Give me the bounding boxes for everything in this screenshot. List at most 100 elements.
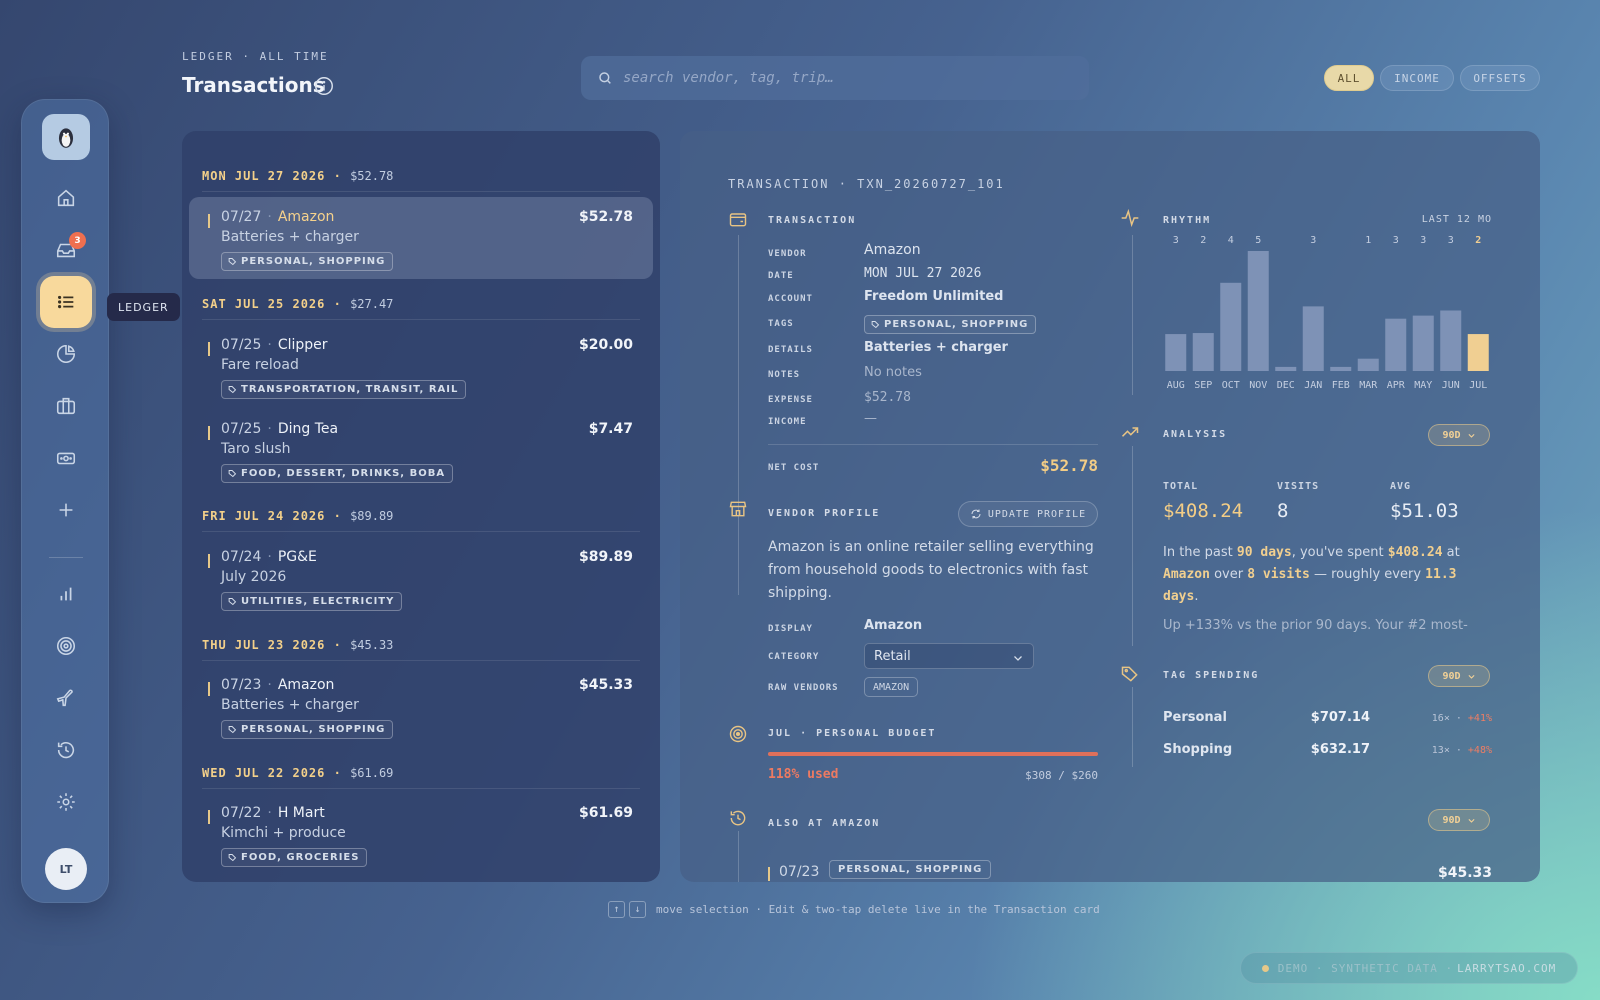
account-value[interactable]: Freedom Unlimited	[864, 289, 1004, 304]
field-label: TAGS	[768, 319, 794, 329]
row-marker	[768, 867, 770, 881]
bar-aug	[1165, 334, 1187, 371]
bar-nov	[1247, 251, 1269, 371]
txn-tags: FOOD, GROCERIES	[221, 848, 368, 867]
penguin-logo-icon[interactable]	[42, 114, 90, 160]
x-tick-label: MAY	[1414, 380, 1432, 391]
tag-spending-range-dropdown[interactable]: 90D	[1428, 665, 1490, 687]
info-icon[interactable]	[313, 75, 335, 97]
target-icon	[728, 724, 748, 744]
txn-description: Taro slush	[221, 441, 291, 457]
transaction-list: MON JUL 27 2026 · $52.78 07/27 · Amazon $5…	[182, 131, 660, 882]
filter-all[interactable]: ALL	[1324, 65, 1374, 91]
also-date: 07/23	[779, 864, 820, 880]
x-tick-label: AUG	[1167, 380, 1185, 391]
day-header: WED JUL 22 2026 · $61.69	[202, 766, 640, 789]
date-value[interactable]: MON JUL 27 2026	[864, 266, 982, 281]
net-cost-label: NET COST	[768, 463, 820, 473]
details-value[interactable]: Batteries + charger	[864, 340, 1008, 355]
bar-sep	[1192, 333, 1214, 371]
timeline-line	[1132, 235, 1133, 395]
transaction-row-selected[interactable]: 07/27 · Amazon $52.78 Batteries + charger …	[189, 197, 653, 279]
budget-used: 118% used	[768, 767, 839, 782]
timeline-line	[1132, 687, 1133, 767]
plus-icon[interactable]	[42, 486, 90, 534]
transaction-row[interactable]: 07/23 · Amazon $45.33 Batteries + charger …	[189, 665, 653, 747]
stat-total: $408.24	[1163, 500, 1244, 522]
chevron-down-icon	[1468, 674, 1475, 679]
transaction-row[interactable]: 07/25 · Clipper $20.00 Fare reload TRANSPO…	[189, 325, 653, 407]
wallet-icon	[728, 209, 748, 229]
x-tick-label: SEP	[1194, 380, 1212, 391]
pie-chart-icon[interactable]	[42, 330, 90, 378]
x-tick-label: APR	[1387, 380, 1406, 391]
x-tick-label: MAR	[1359, 380, 1378, 391]
section-title: JUL · PERSONAL BUDGET	[768, 728, 937, 739]
stat-label: AVG	[1390, 481, 1412, 492]
keyboard-hint: ↑ ↓ move selection · Edit & two-tap delete…	[608, 901, 1100, 918]
tag-name[interactable]: Shopping	[1163, 742, 1233, 757]
home-icon[interactable]	[42, 174, 90, 222]
category-select[interactable]: Retail	[864, 643, 1034, 669]
gear-icon[interactable]	[42, 778, 90, 826]
count-label: 3	[1448, 235, 1454, 246]
budget-amount: $308 / $260	[1025, 769, 1098, 782]
vendor-value[interactable]: Amazon	[864, 242, 921, 258]
notes-value[interactable]: No notes	[864, 365, 922, 380]
transaction-row[interactable]: 07/22 · H Mart $61.69 Kimchi + produce FOO…	[189, 793, 653, 875]
also-range-dropdown[interactable]: 90D	[1428, 809, 1490, 831]
transaction-row[interactable]: 07/24 · PG&E $89.89 July 2026 UTILITIES, E…	[189, 537, 653, 619]
tag-icon	[228, 470, 237, 478]
bar-may	[1412, 315, 1434, 371]
bar-apr	[1385, 318, 1407, 371]
rhythm-range: LAST 12 MO	[1421, 214, 1492, 225]
bar-dec	[1275, 366, 1297, 371]
transaction-row[interactable]: 07/25 · Ding Tea $7.47 Taro slush FOOD, DE…	[189, 409, 653, 491]
tag-icon	[871, 321, 880, 329]
count-label: 3	[1393, 235, 1399, 246]
income-value[interactable]: —	[864, 411, 877, 426]
transaction-detail: TRANSACTION · TXN_20260727_101 TRANSACTI…	[680, 131, 1540, 882]
count-label: 4	[1228, 235, 1234, 246]
txn-amount: $45.33	[578, 677, 633, 693]
count-label: 5	[1255, 235, 1261, 246]
sidebar-divider	[49, 557, 83, 558]
vendor-description: Amazon is an online retailer selling eve…	[768, 539, 1094, 601]
day-header: MON JUL 27 2026 · $52.78	[202, 169, 640, 192]
budget-progress	[768, 752, 1098, 756]
history-icon[interactable]	[42, 726, 90, 774]
filter-income[interactable]: INCOME	[1380, 65, 1454, 91]
expense-value[interactable]: $52.78	[864, 390, 911, 405]
bar-chart-icon[interactable]	[42, 570, 90, 618]
field-label: EXPENSE	[768, 395, 813, 405]
tag-name[interactable]: Personal	[1163, 710, 1227, 725]
display-name-value[interactable]: Amazon	[864, 618, 923, 633]
cash-icon[interactable]	[42, 434, 90, 482]
txn-vendor: H Mart	[277, 805, 325, 821]
field-label: RAW VENDORS	[768, 683, 839, 693]
search-input[interactable]	[623, 70, 1063, 86]
bar-feb	[1330, 366, 1352, 371]
txn-vendor: PG&E	[277, 549, 317, 565]
target-icon[interactable]	[42, 622, 90, 670]
search-bar	[581, 56, 1089, 100]
briefcase-icon[interactable]	[42, 382, 90, 430]
txn-vendor: Amazon	[277, 677, 335, 693]
filter-offsets[interactable]: OFFSETS	[1460, 65, 1540, 91]
tag-icon	[228, 726, 237, 734]
stat-avg: $51.03	[1390, 500, 1459, 522]
stat-label: TOTAL	[1163, 481, 1199, 492]
analysis-trend: Up +133% vs the prior 90 days. Your #2 m…	[1163, 618, 1468, 633]
analysis-range-dropdown[interactable]: 90D	[1428, 424, 1490, 446]
x-tick-label: JAN	[1304, 380, 1322, 391]
sidebar-item-ledger[interactable]	[40, 276, 92, 328]
site-link[interactable]: LARRYTSAO.COM	[1457, 961, 1557, 975]
avatar[interactable]: LT	[45, 848, 87, 890]
count-label: 1	[1365, 235, 1371, 246]
tags-value[interactable]: PERSONAL, SHOPPING	[864, 315, 1037, 334]
inbox-icon[interactable]: 3	[42, 226, 90, 274]
plane-icon[interactable]	[42, 674, 90, 722]
raw-vendor-chip[interactable]: AMAZON	[864, 677, 919, 697]
page-title: Transactions	[182, 73, 325, 97]
update-profile-button[interactable]: UPDATE PROFILE	[958, 501, 1098, 527]
